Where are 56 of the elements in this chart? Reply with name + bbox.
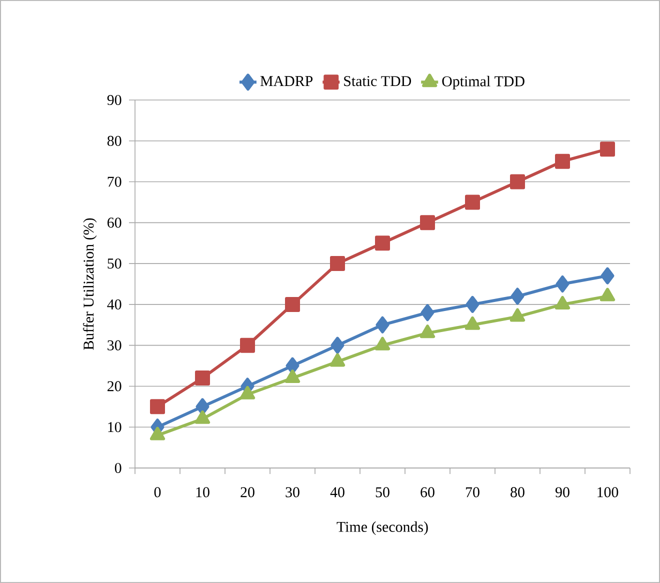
legend-label: Static TDD [344,76,412,86]
x-tick-label: 30 [286,487,300,498]
point [194,410,210,424]
legend-label: MADRP [260,76,313,86]
point [330,336,344,354]
point [286,357,300,374]
x-tick-label: 90 [556,487,570,498]
point [556,276,570,292]
point [150,399,165,414]
x-tick-label: 0 [154,487,161,498]
y-tick-label: 30 [108,340,122,350]
point [195,370,210,386]
y-tick-label: 10 [108,422,122,432]
point [465,194,480,210]
point [240,386,256,400]
y-tick-label: 0 [114,462,122,474]
point [375,236,390,251]
x-tick-label: 80 [510,487,524,498]
x-axis-title: Time (seconds) [336,521,428,535]
x-tick-label: 100 [598,487,618,498]
x-tick-label: 40 [330,487,344,498]
point [374,336,390,350]
point [420,324,436,338]
legend-label: Optimal TDD [442,76,524,90]
x-tick-label: 20 [240,487,254,498]
point [555,154,570,169]
y-tick-label: 70 [108,176,122,187]
y-axis-title: Buffer Utilization (%) [83,218,97,350]
point [510,288,524,305]
point [600,267,614,284]
y-tick-label: 40 [107,299,122,310]
y-tick-label: 50 [108,258,122,269]
point [330,353,346,367]
point [376,316,390,334]
point [420,215,436,230]
point [510,174,526,190]
point [150,426,166,440]
x-tick-label: 10 [196,487,210,498]
point [510,308,526,322]
point [600,142,616,157]
point [466,296,480,313]
point [240,338,256,353]
point [330,256,346,272]
y-tick-label: 60 [108,218,122,228]
point [600,288,616,302]
y-tick-label: 80 [107,136,122,146]
x-tick-label: 50 [376,487,390,498]
y-tick-label: 20 [108,381,122,392]
y-tick-label: 90 [107,94,122,106]
point [464,316,480,330]
x-tick-label: 60 [420,487,434,498]
point [554,296,570,310]
point [420,304,434,322]
x-tick-label: 70 [466,487,480,498]
point [285,296,300,312]
point [284,370,300,384]
